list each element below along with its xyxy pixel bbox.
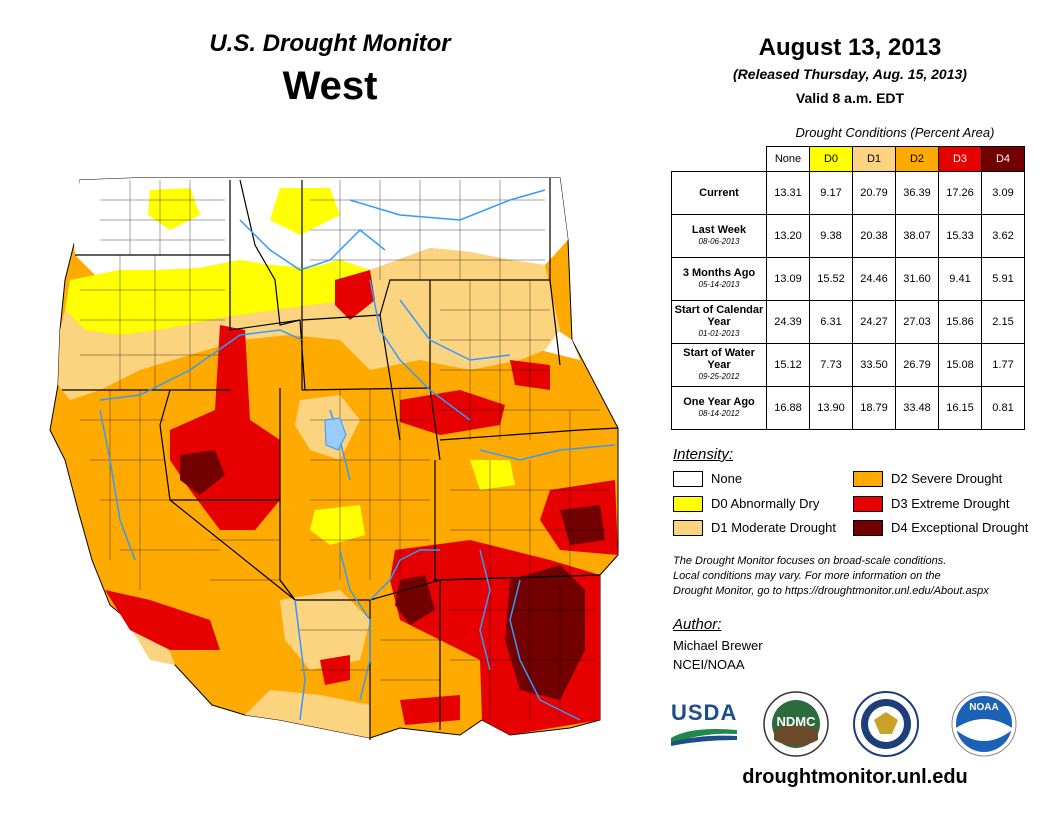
row-date: 01-01-2013 [698, 329, 740, 338]
legend-swatch [673, 520, 703, 536]
author-org: NCEI/NOAA [673, 657, 745, 672]
valid-date: August 13, 2013 [758, 34, 942, 61]
cell-value: 9.41 [938, 257, 982, 301]
cell-value: 15.33 [938, 214, 982, 258]
table-row: Last Week 08-06-2013 13.20 9.38 20.38 38.… [671, 214, 1025, 258]
cell-value: 0.81 [981, 386, 1025, 430]
legend-swatch [673, 471, 703, 487]
row-date: 09-25-2012 [698, 372, 740, 381]
great-salt-lake [324, 417, 347, 451]
legend-swatch [853, 496, 883, 512]
cell-value: 24.27 [852, 300, 896, 344]
cell-value: 13.90 [809, 386, 853, 430]
commerce-seal-logo [852, 690, 920, 758]
table-row: One Year Ago 08-14-2012 16.88 13.90 18.79… [671, 386, 1025, 430]
cell-value: 38.07 [895, 214, 939, 258]
row-label: Start of Calendar Year 01-01-2013 [671, 300, 767, 344]
table-row: Start of Calendar Year 01-01-2013 24.39 6… [671, 300, 1025, 344]
table-row: Start of Water Year 09-25-2012 15.12 7.73… [671, 343, 1025, 387]
col-header-d1: D1 [852, 146, 896, 172]
legend-label: D0 Abnormally Dry [711, 496, 820, 511]
release-date: (Released Thursday, Aug. 15, 2013) [733, 66, 967, 82]
cell-value: 9.17 [809, 171, 853, 215]
cell-value: 20.79 [852, 171, 896, 215]
noaa-logo: NOAA [950, 690, 1018, 758]
col-header-d0: D0 [809, 146, 853, 172]
row-label: One Year Ago 08-14-2012 [671, 386, 767, 430]
map-title: U.S. Drought Monitor [209, 30, 451, 57]
cell-value: 27.03 [895, 300, 939, 344]
cell-value: 1.77 [981, 343, 1025, 387]
row-date: 05-14-2013 [698, 280, 740, 289]
col-header-d4: D4 [981, 146, 1025, 172]
rivers [99, 189, 616, 721]
legend-label: D2 Severe Drought [891, 471, 1003, 486]
drought-stats-table: None D0 D1 D2 D3 D4 Current 13.31 9.17 2… [671, 146, 1025, 430]
table-row: 3 Months Ago 05-14-2013 13.09 15.52 24.46… [671, 257, 1025, 301]
table-caption: Drought Conditions (Percent Area) [795, 125, 995, 140]
cell-value: 33.48 [895, 386, 939, 430]
cell-value: 3.09 [981, 171, 1025, 215]
table-corner [671, 146, 767, 172]
cell-value: 26.79 [895, 343, 939, 387]
cell-value: 9.38 [809, 214, 853, 258]
cell-value: 13.09 [766, 257, 810, 301]
state-borders [62, 178, 619, 740]
legend-label: D4 Exceptional Drought [891, 520, 1029, 535]
row-label: Current [671, 171, 767, 215]
legend-label: None [711, 471, 743, 486]
col-header-d3: D3 [938, 146, 982, 172]
cell-value: 20.38 [852, 214, 896, 258]
cell-value: 18.79 [852, 386, 896, 430]
legend-swatch [853, 520, 883, 536]
region-title: West [282, 64, 378, 108]
cell-value: 13.31 [766, 171, 810, 215]
table-header-row: None D0 D1 D2 D3 D4 [671, 146, 1025, 172]
cell-value: 33.50 [852, 343, 896, 387]
row-label: Last Week 08-06-2013 [671, 214, 767, 258]
legend-label: D3 Extreme Drought [891, 496, 1010, 511]
legend-swatch [673, 496, 703, 512]
d4-area [180, 450, 605, 700]
cell-value: 15.52 [809, 257, 853, 301]
cell-value: 17.26 [938, 171, 982, 215]
ndmc-logo: NDMC [762, 690, 830, 758]
author-name: Michael Brewer [673, 638, 763, 653]
col-header-d2: D2 [895, 146, 939, 172]
col-header-none: None [766, 146, 810, 172]
row-date: 08-14-2012 [698, 409, 740, 418]
row-label: Start of Water Year 09-25-2012 [671, 343, 767, 387]
row-date: 08-06-2013 [698, 237, 740, 246]
cell-value: 5.91 [981, 257, 1025, 301]
cell-value: 16.15 [938, 386, 982, 430]
cell-value: 3.62 [981, 214, 1025, 258]
cell-value: 31.60 [895, 257, 939, 301]
cell-value: 15.86 [938, 300, 982, 344]
d1-area [58, 248, 560, 738]
table-row: Current 13.31 9.17 20.79 36.39 17.26 3.0… [671, 171, 1025, 215]
website-url: droughtmonitor.unl.edu [742, 766, 968, 788]
cell-value: 24.46 [852, 257, 896, 301]
author-heading: Author: [673, 616, 722, 633]
county-lines [80, 180, 610, 720]
legend-swatch [853, 471, 883, 487]
cell-value: 6.31 [809, 300, 853, 344]
usda-logo: USDA [671, 700, 737, 748]
legend-title: Intensity: [673, 446, 734, 463]
drought-map [49, 177, 619, 740]
d0-area [65, 188, 515, 545]
disclaimer-note: The Drought Monitor focuses on broad-sca… [673, 555, 989, 597]
row-label: 3 Months Ago 05-14-2013 [671, 257, 767, 301]
legend-label: D1 Moderate Drought [711, 520, 837, 535]
cell-value: 7.73 [809, 343, 853, 387]
cell-value: 15.12 [766, 343, 810, 387]
cell-value: 13.20 [766, 214, 810, 258]
cell-value: 16.88 [766, 386, 810, 430]
cell-value: 24.39 [766, 300, 810, 344]
cell-value: 36.39 [895, 171, 939, 215]
cell-value: 2.15 [981, 300, 1025, 344]
cell-value: 15.08 [938, 343, 982, 387]
valid-time: Valid 8 a.m. EDT [795, 90, 905, 106]
